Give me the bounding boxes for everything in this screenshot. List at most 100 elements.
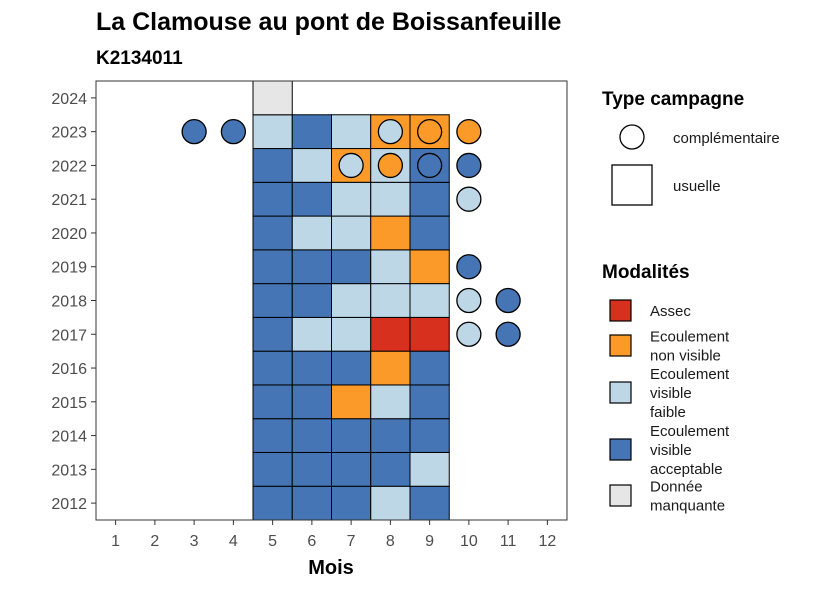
tile-2012-5 [252,485,293,521]
tile-2019-5 [252,249,293,285]
point-2023-9 [416,119,443,145]
y-tick-label-2017: 2017 [51,327,87,344]
legend-fill-title: Modalités [602,262,690,283]
tile-2012-9 [409,485,450,521]
tile-2019-9 [409,249,450,285]
y-tick-label-2013: 2013 [51,462,87,479]
legend-label-manquante: Donnée manquante [650,479,725,515]
y-tick-label-2015: 2015 [51,395,87,412]
legend-swatch-assec [609,299,632,322]
tile-2012-7 [331,485,372,521]
tile-2013-5 [252,451,293,487]
x-tick-label-2: 2 [150,533,159,550]
legend-swatch-acceptable [609,438,632,461]
x-tick-label-10: 10 [460,533,478,550]
chart-title: La Clamouse au pont de Boissanfeuille [96,8,561,36]
tile-2015-5 [252,384,293,420]
x-tick-label-8: 8 [386,533,395,550]
y-tick-label-2012: 2012 [51,496,87,513]
legend-label-circle: complémentaire [673,130,780,147]
chart-subtitle: K2134011 [96,48,183,69]
tile-2021-5 [252,181,293,217]
x-axis: 1 2 3 4 5 6 7 8 9 10 11 12 [111,520,556,550]
tile-2021-7 [331,181,372,217]
y-axis: 2012 2013 2014 2015 2016 2017 2018 2019 2020 2021… [51,91,96,513]
x-tick-label-7: 7 [347,533,356,550]
tile-2020-8 [370,215,411,251]
point-2022-8 [377,152,404,179]
tile-2014-9 [409,418,450,453]
plot-panel [95,80,568,521]
x-tick-label-11: 11 [500,533,517,550]
y-tick-label-2020: 2020 [51,226,87,243]
y-tick-label-2021: 2021 [51,192,87,209]
legend-swatch-nonvisible [609,334,632,357]
legend-key-square [611,164,653,206]
tile-2020-5 [252,215,293,251]
y-tick-label-2019: 2019 [51,260,87,277]
tile-2023-5 [252,114,293,150]
x-tick-label-6: 6 [307,533,316,550]
tile-2015-9 [409,384,450,420]
tile-2017-5 [252,316,293,352]
y-tick-label-2018: 2018 [51,294,87,311]
legend-label-acceptable: Ecoulement visible acceptable [650,423,730,478]
tile-2015-7 [331,384,372,420]
x-tick-label-5: 5 [268,533,277,550]
y-tick-label-2022: 2022 [51,158,87,175]
tile-2013-8 [370,451,411,487]
point-2023-3 [181,119,207,145]
point-2023-4 [220,119,247,145]
legend-swatch-manquante [609,484,632,507]
tile-2020-6 [291,215,332,251]
point-2019-10 [456,254,482,280]
tile-2022-6 [291,148,332,183]
tile-2017-6 [291,316,332,352]
tile-2023-7 [331,114,372,150]
x-tick-label-12: 12 [538,533,556,550]
tile-2019-6 [291,249,332,285]
tile-2013-7 [331,451,372,487]
x-tick-label-9: 9 [425,533,434,550]
point-2018-10 [456,287,482,314]
point-2018-11 [495,287,521,314]
tile-2016-9 [409,350,450,386]
tile-2021-8 [370,181,411,217]
tile-2016-7 [331,350,372,386]
point-2023-8 [377,119,404,145]
tile-2015-8 [370,384,411,420]
legend-key-circle [619,124,645,150]
tile-2018-6 [291,283,332,318]
x-tick-label-4: 4 [229,533,238,550]
tile-2018-7 [331,283,372,318]
point-2022-9 [416,152,443,179]
tile-2018-8 [370,283,411,318]
legend-type-campagne: Type campagne complémentaire usuelle [602,89,780,206]
tile-2022-5 [252,148,293,183]
x-tick-label-3: 3 [190,533,199,550]
tile-2021-6 [291,181,332,217]
legend-label-nonvisible: Ecoulement non visible [650,329,730,365]
y-tick-label-2016: 2016 [51,361,87,378]
point-2021-10 [456,186,482,212]
x-axis-title: Mois [308,557,354,579]
point-2022-10 [456,152,482,179]
tile-2014-7 [331,418,372,453]
legend-label-square: usuelle [673,178,721,195]
tile-2013-6 [291,451,332,487]
point-2017-10 [456,321,482,347]
y-tick-label-2014: 2014 [51,429,87,446]
tile-2016-5 [252,350,293,386]
y-tick-label-2023: 2023 [51,125,87,142]
tile-2014-8 [370,418,411,453]
legend-shape-title: Type campagne [602,89,744,110]
tile-2016-8 [370,350,411,386]
tile-2014-6 [291,418,332,453]
legend-swatch-faible [609,381,632,404]
point-2022-7 [338,152,364,179]
tile-2017-7 [331,316,372,352]
tile-2019-7 [331,249,372,285]
tile-2023-6 [291,114,332,150]
